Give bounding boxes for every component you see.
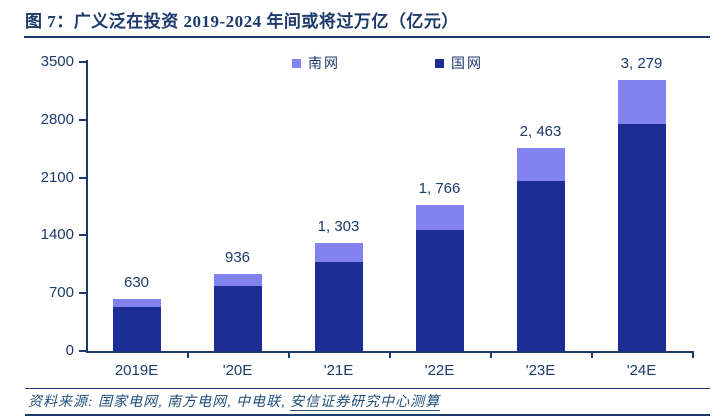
footer-divider-bottom — [25, 414, 710, 416]
x-axis-category-label: '24E — [626, 362, 657, 379]
bar-segment-国网 — [415, 229, 464, 351]
y-axis-tick-label: 700 — [48, 284, 74, 302]
y-axis-tick-label: 2800 — [40, 110, 74, 128]
bar-segment-南网 — [314, 243, 363, 262]
y-axis-tick — [79, 350, 86, 352]
nanwang-swatch-icon — [292, 58, 301, 68]
bar-segment-南网 — [213, 273, 262, 287]
figure-title: 图 7：广义泛在投资 2019-2024 年间或将过万亿（亿元） — [25, 12, 459, 31]
bar-total-label: 936 — [224, 248, 251, 266]
source-note-research-center: 安信证券研究中心测算 — [290, 395, 441, 411]
x-axis-tick — [490, 353, 492, 358]
bar-segment-南网 — [112, 298, 161, 308]
title-divider — [24, 36, 710, 38]
bar-total-label: 1, 766 — [418, 180, 461, 198]
y-axis-tick — [79, 118, 86, 121]
bar-segment-国网 — [516, 180, 565, 351]
bar-segment-南网 — [415, 205, 464, 230]
bar-total-label: 630 — [123, 273, 150, 291]
bar-total-label: 3, 279 — [620, 55, 663, 73]
bar-segment-国网 — [213, 286, 262, 351]
source-note-prefix: 资料来源: 国家电网, 南方电网, 中电联, — [28, 395, 291, 410]
x-axis-tick — [389, 353, 391, 358]
legend-item-nanwang: 南网 — [292, 53, 340, 73]
x-axis-tick — [187, 353, 189, 358]
bar-total-label: 1, 303 — [317, 218, 360, 236]
y-axis-tick — [79, 234, 86, 237]
y-axis-tick-label: 0 — [65, 342, 74, 359]
guowang-swatch-icon — [435, 58, 444, 68]
y-axis-tick-label: 1400 — [40, 226, 74, 244]
x-axis-tick — [591, 353, 593, 358]
bar-segment-国网 — [314, 261, 363, 351]
y-axis-tick — [79, 292, 86, 295]
footer-divider-top — [25, 388, 710, 389]
y-axis-tick — [79, 176, 86, 179]
x-axis-category-label: '22E — [424, 362, 455, 379]
x-axis-category-label: '23E — [525, 362, 556, 379]
x-axis-category-label: '21E — [323, 362, 354, 379]
bar-segment-国网 — [112, 307, 161, 351]
x-axis-line — [86, 351, 694, 353]
x-axis-category-label: 2019E — [114, 362, 159, 379]
bar-segment-国网 — [617, 124, 666, 351]
y-axis-line — [86, 60, 88, 351]
bar-segment-南网 — [617, 80, 666, 125]
legend-item-guowang: 国网 — [435, 53, 483, 73]
x-axis-tick — [288, 353, 290, 358]
bar-total-label: 2, 463 — [519, 122, 562, 140]
y-axis-tick-label: 2100 — [40, 168, 74, 186]
bar-segment-南网 — [516, 147, 565, 181]
x-axis-tick — [692, 353, 694, 358]
source-note: 资料来源: 国家电网, 南方电网, 中电联, 安信证券研究中心测算 — [28, 391, 718, 411]
x-axis-category-label: '20E — [222, 362, 253, 379]
chart-legend: 南网 国网 — [200, 53, 575, 73]
y-axis-tick-label: 3500 — [40, 53, 74, 70]
legend-label-nanwang: 南网 — [308, 55, 340, 71]
legend-label-guowang: 国网 — [451, 55, 483, 71]
y-axis-tick — [79, 61, 86, 63]
